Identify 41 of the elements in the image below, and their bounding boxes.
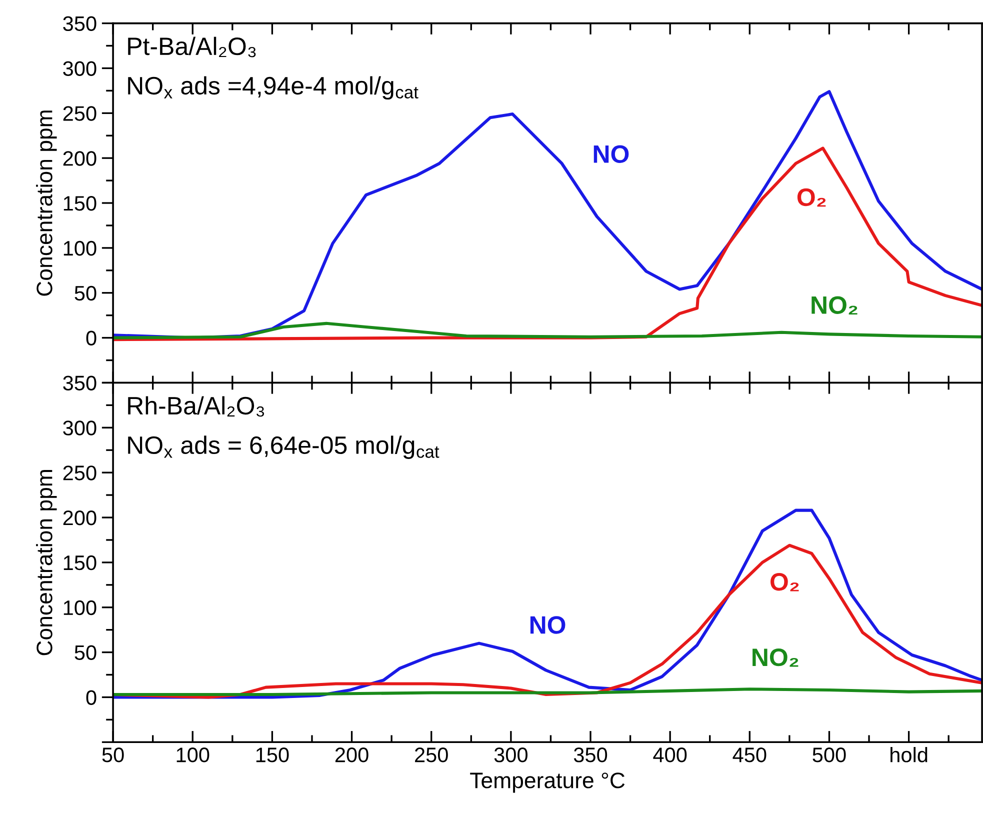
line-series — [113, 322, 982, 340]
series-label: NO₂ — [812, 296, 858, 314]
y-tick-label: 300 — [63, 420, 96, 436]
x-tick-label: 200 — [335, 748, 368, 762]
annotation: NO$_{x}$ ads = 6,64e-05 mol/g$_{cat}$ — [128, 436, 440, 459]
y-tick-label: 50 — [74, 286, 96, 301]
x-tick-label: 50 — [102, 748, 124, 762]
x-tick-label: 450 — [732, 748, 766, 762]
series-label: O₂ — [770, 573, 799, 592]
y-tick-label: 100 — [64, 600, 96, 616]
series-label: NO — [530, 616, 566, 634]
y-tick-label: 150 — [64, 196, 96, 211]
y-axis-title: Concentration ppm — [36, 110, 57, 296]
series-label: NO — [594, 145, 629, 163]
x-tick-label: 100 — [176, 748, 210, 762]
y-tick-label: 150 — [64, 555, 96, 570]
x-tick-label: 500 — [812, 748, 846, 762]
x-tick-label: hold — [890, 747, 928, 762]
x-tick-label: 300 — [494, 748, 528, 762]
x-axis-title: Temperature °C — [470, 772, 625, 793]
y-tick-label: 350 — [63, 376, 96, 390]
annotation: NO$_{x}$ ads =4,94e-4 mol/g$_{cat}$ — [128, 76, 418, 100]
annotation: Pt-Ba/Al₂O₃ — [128, 36, 256, 58]
y-axis-title: Concentration ppm — [36, 470, 57, 656]
series-label: NO₂ — [752, 648, 798, 667]
x-tick-label: 150 — [256, 748, 289, 762]
series-label: O₂ — [797, 188, 826, 207]
y-tick-label: 200 — [63, 510, 96, 526]
y-tick-label: 300 — [63, 61, 96, 76]
y-tick-label: 0 — [86, 690, 96, 705]
y-tick-label: 100 — [64, 240, 96, 256]
y-tick-label: 0 — [86, 330, 96, 346]
x-tick-label: 350 — [574, 748, 608, 762]
y-tick-label: 200 — [63, 151, 96, 166]
y-tick-label: 50 — [74, 645, 96, 660]
y-tick-label: 250 — [63, 466, 96, 480]
x-tick-label: 400 — [653, 748, 687, 762]
y-tick-label: 350 — [63, 16, 96, 32]
y-tick-label: 250 — [63, 106, 96, 121]
annotation: Rh-Ba/Al₂O₃ — [128, 396, 264, 417]
x-tick-label: 250 — [415, 748, 448, 762]
